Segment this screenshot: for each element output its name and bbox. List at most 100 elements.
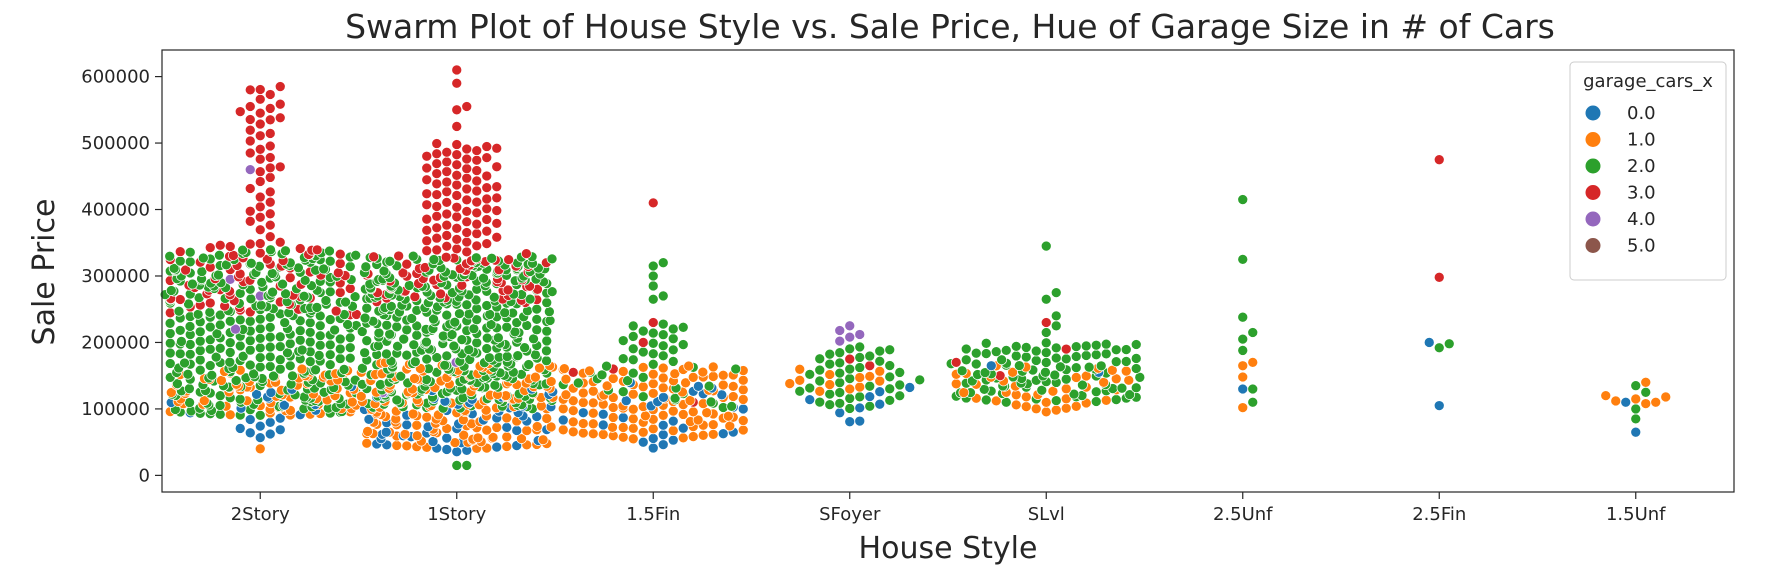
swarm-point — [324, 349, 336, 360]
swarm-point — [254, 323, 266, 335]
swarm-point — [1013, 360, 1025, 371]
swarm-point — [421, 199, 433, 211]
swarm-point — [254, 224, 266, 236]
swarm-point — [359, 312, 371, 324]
swarm-point — [1237, 333, 1249, 345]
swarm-point — [687, 371, 699, 383]
swarm-point — [234, 393, 246, 405]
swarm-point — [1060, 383, 1072, 395]
swarm-point — [854, 391, 866, 403]
swarm-point — [461, 163, 473, 175]
swarm-point — [491, 205, 503, 216]
swarm-point — [647, 387, 659, 399]
swarm-point — [254, 409, 266, 421]
swarm-point — [1433, 154, 1445, 166]
swarm-point — [254, 238, 266, 249]
swarm-point — [344, 261, 356, 272]
swarm-point — [244, 205, 256, 217]
swarm-point — [421, 353, 433, 365]
swarm-point — [407, 408, 419, 420]
swarm-point — [980, 394, 992, 406]
swarm-point — [1610, 395, 1622, 407]
swarm-point — [1090, 396, 1102, 407]
swarm-point — [617, 366, 629, 377]
swarm-point — [637, 337, 649, 348]
swarm-point — [441, 208, 453, 220]
swarm-point — [1237, 345, 1249, 356]
swarm-point — [884, 344, 896, 356]
swarm-point — [627, 403, 639, 415]
swarm-point — [254, 333, 266, 344]
swarm-point — [824, 388, 836, 400]
x-tick-label: 2Story — [231, 504, 290, 525]
swarm-point — [255, 299, 267, 311]
swarm-point — [1060, 373, 1072, 385]
swarm-point — [274, 98, 286, 110]
swarm-point — [304, 356, 316, 367]
swarm-point — [587, 407, 599, 419]
swarm-point — [264, 140, 276, 152]
swarm-point — [234, 106, 246, 117]
swarm-point — [516, 433, 527, 444]
swarm-point — [1247, 383, 1259, 395]
swarm-point — [667, 434, 679, 446]
swarm-point — [647, 442, 659, 454]
swarm-point — [451, 77, 463, 89]
swarm-point — [1010, 399, 1022, 411]
swarm-point — [1040, 366, 1051, 378]
swarm-point — [334, 258, 346, 269]
swarm-point — [814, 375, 826, 387]
swarm-point — [481, 332, 493, 344]
swarm-point — [214, 239, 226, 251]
swarm-point — [834, 407, 846, 419]
swarm-point — [834, 325, 846, 336]
swarm-point — [254, 153, 266, 165]
swarm-point — [597, 429, 609, 440]
swarm-point — [1630, 426, 1642, 438]
swarm-point — [577, 427, 589, 439]
swarm-point — [431, 232, 443, 244]
swarm-point — [657, 439, 669, 450]
swarm-point — [487, 431, 499, 443]
swarm-point — [647, 327, 659, 339]
swarm-point — [344, 342, 356, 353]
swarm-point — [1120, 344, 1132, 355]
legend-marker — [1585, 105, 1601, 121]
swarm-point — [587, 397, 599, 409]
swarm-point — [470, 252, 482, 264]
swarm-point — [381, 348, 392, 360]
swarm-point — [461, 236, 473, 248]
swarm-point — [1600, 390, 1612, 401]
swarm-point — [338, 364, 350, 375]
swarm-point — [884, 383, 896, 395]
swarm-point — [657, 318, 669, 330]
swarm-point — [524, 293, 536, 305]
swarm-point — [264, 219, 276, 231]
swarm-point — [244, 344, 256, 356]
swarm-point — [834, 397, 846, 409]
swarm-point — [164, 337, 176, 349]
swarm-point — [669, 368, 681, 380]
swarm-point — [677, 321, 689, 333]
swarm-point — [667, 344, 679, 356]
y-tick-label: 200000 — [81, 332, 150, 353]
swarm-point — [441, 240, 453, 252]
swarm-point — [627, 423, 639, 434]
swarm-point — [647, 368, 659, 380]
swarm-point — [244, 315, 256, 327]
swarm-point — [874, 375, 886, 387]
swarm-point — [441, 146, 453, 158]
swarm-point — [1030, 345, 1042, 357]
swarm-point — [214, 249, 225, 261]
swarm-point — [1120, 365, 1132, 377]
x-tick-label: 2.5Unf — [1213, 504, 1273, 525]
swarm-point — [1040, 357, 1052, 368]
swarm-point — [834, 335, 846, 347]
swarm-point — [637, 391, 649, 402]
swarm-point — [254, 143, 266, 155]
swarm-point — [472, 432, 484, 444]
swarm-point — [456, 334, 468, 345]
swarm-point — [996, 354, 1007, 366]
swarm-point — [627, 413, 639, 425]
swarm-point — [264, 152, 276, 163]
